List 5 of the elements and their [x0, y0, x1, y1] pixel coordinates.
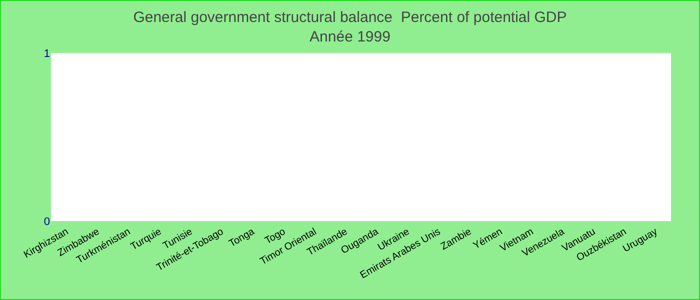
y-tick-label: 0 [44, 216, 50, 228]
y-tick-label: 1 [44, 48, 50, 60]
chart-title: General government structural balance Percent of potential GDP [133, 8, 567, 26]
x-tick-label: Tonga [227, 226, 257, 250]
chart-subtitle: Année 1999 [310, 28, 390, 46]
